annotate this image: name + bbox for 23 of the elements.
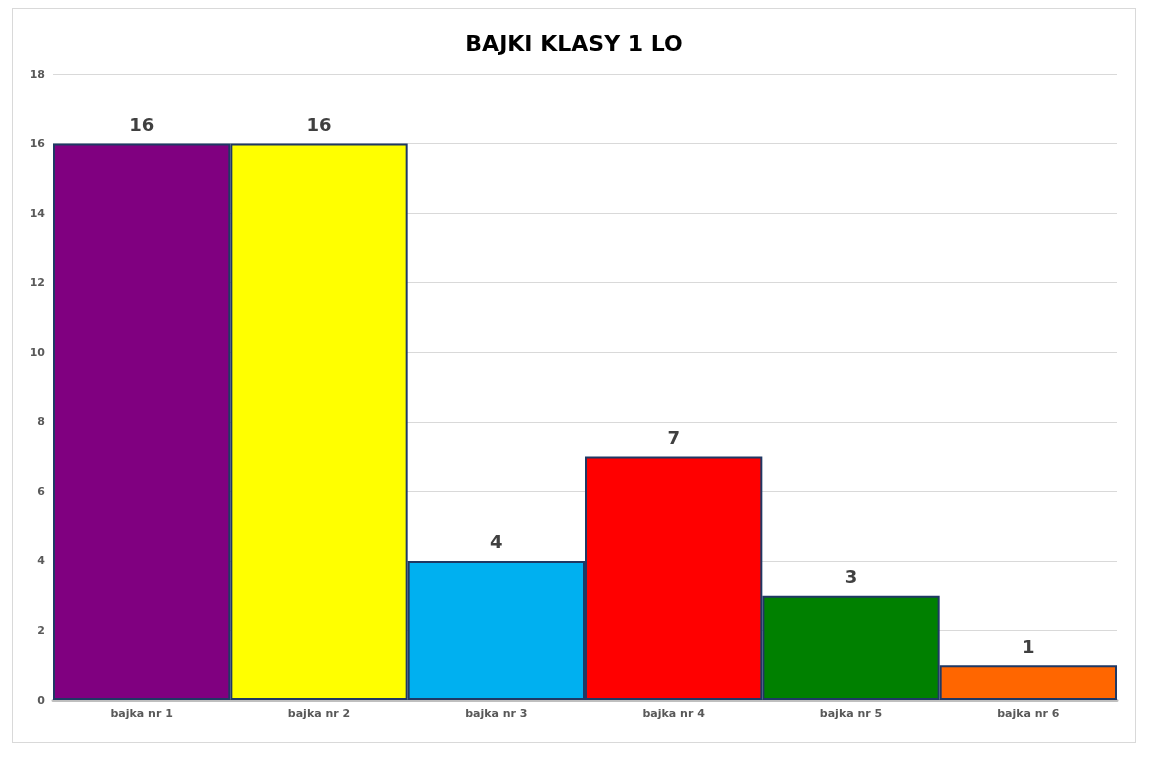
x-tick-label: bajka nr 3 (465, 707, 528, 720)
x-tick-label: bajka nr 5 (819, 707, 883, 720)
x-tick-label: bajka nr 6 (997, 707, 1060, 720)
y-tick-label: 2 (37, 623, 45, 637)
y-tick-label: 6 (37, 484, 46, 498)
chart-title: BAJKI KLASY 1 LO (465, 30, 683, 56)
x-tick-label: bajka nr 1 (110, 707, 173, 720)
y-tick-label: 14 (29, 206, 46, 220)
data-label: 1 (1022, 635, 1035, 657)
data-label: 16 (129, 114, 155, 136)
y-tick-label: 12 (29, 276, 45, 290)
data-label: 16 (306, 114, 332, 136)
data-label: 7 (667, 427, 680, 449)
y-tick-label: 4 (37, 554, 46, 568)
y-tick-label: 10 (29, 345, 46, 359)
x-tick-label: bajka nr 2 (287, 707, 351, 720)
data-label: 4 (490, 531, 503, 553)
x-tick-label: bajka nr 4 (642, 707, 706, 720)
y-tick-label: 0 (37, 693, 46, 707)
data-label: 3 (844, 566, 858, 588)
y-tick-label: 18 (29, 67, 45, 81)
y-tick-label: 8 (37, 415, 45, 429)
y-tick-label: 16 (29, 137, 46, 151)
